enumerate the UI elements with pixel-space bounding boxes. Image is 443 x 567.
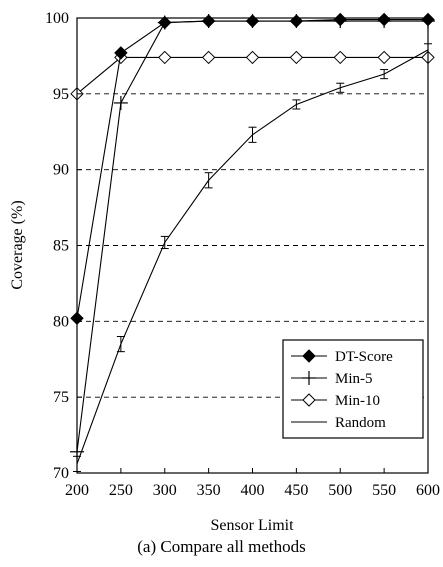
chart-caption: (a) Compare all methods (137, 537, 306, 556)
error-bar-random-550 (380, 69, 389, 80)
series-group (70, 12, 435, 472)
point-min-10-400 (245, 50, 260, 65)
point-min-10-500 (333, 50, 347, 65)
legend-label-random: Random (335, 415, 386, 431)
legend-marker-dt-score (302, 349, 316, 363)
x-tick-label-550: 550 (372, 482, 396, 499)
error-bar-random-400 (248, 126, 257, 143)
y-tick-label-90: 90 (53, 162, 69, 179)
error-bar-random-350 (204, 172, 213, 189)
point-dt-score-500 (333, 12, 347, 27)
x-tick-label-600: 600 (416, 482, 440, 499)
point-dt-score-450 (289, 14, 304, 28)
error-bar-random-500 (336, 82, 345, 93)
x-tick-label-450: 450 (284, 482, 308, 499)
error-bar-random-250 (116, 336, 125, 353)
point-min-10-350 (201, 50, 216, 65)
legend-item-dt-score: DT-Score (291, 349, 393, 365)
x-tick-label-500: 500 (328, 482, 352, 499)
point-min-10-550 (377, 50, 391, 65)
legend-label-min-10: Min-10 (335, 393, 380, 409)
x-tick-label-250: 250 (109, 482, 133, 499)
point-dt-score-400 (245, 14, 260, 28)
x-tick-label-200: 200 (65, 482, 89, 499)
point-dt-score-550 (377, 12, 391, 27)
y-tick-label-75: 75 (53, 389, 69, 406)
y-tick-label-85: 85 (53, 238, 69, 255)
error-bar-random-450 (292, 99, 301, 110)
point-dt-score-250 (114, 46, 128, 60)
legend-label-dt-score: DT-Score (335, 349, 393, 365)
point-dt-score-300 (158, 15, 172, 30)
legend-marker-min-10 (302, 393, 316, 407)
legend-item-min-5: Min-5 (291, 371, 373, 387)
x-tick-label-400: 400 (241, 482, 265, 499)
y-tick-label-95: 95 (53, 86, 69, 103)
y-tick-label-80: 80 (53, 313, 69, 330)
x-axis-label: Sensor Limit (210, 517, 294, 534)
point-dt-score-350 (201, 14, 216, 28)
axis-ticks: 70 75 80 85 90 95 100 200 250 300 350 400 450 500 550 6… (45, 10, 440, 499)
legend: DT-Score Min-5 Min-10 Random (282, 339, 424, 439)
coverage-chart: 70 75 80 85 90 95 100 200 250 300 350 400 450 500 550 6… (9, 10, 440, 534)
point-min-10-300 (158, 50, 172, 65)
y-tick-label-100: 100 (45, 10, 69, 27)
legend-marker-min-5 (302, 371, 316, 385)
error-bar-random-300 (160, 235, 169, 250)
point-min-5-250 (113, 95, 128, 110)
x-tick-label-300: 300 (153, 482, 177, 499)
point-min-10-450 (289, 50, 304, 65)
legend-item-random: Random (291, 415, 386, 431)
x-tick-label-350: 350 (197, 482, 221, 499)
series-line-dt-score (76, 18, 428, 319)
legend-label-min-5: Min-5 (335, 371, 373, 387)
y-axis-label: Coverage (%) (9, 200, 26, 289)
legend-item-min-10: Min-10 (291, 393, 380, 409)
y-tick-label-70: 70 (53, 465, 69, 482)
